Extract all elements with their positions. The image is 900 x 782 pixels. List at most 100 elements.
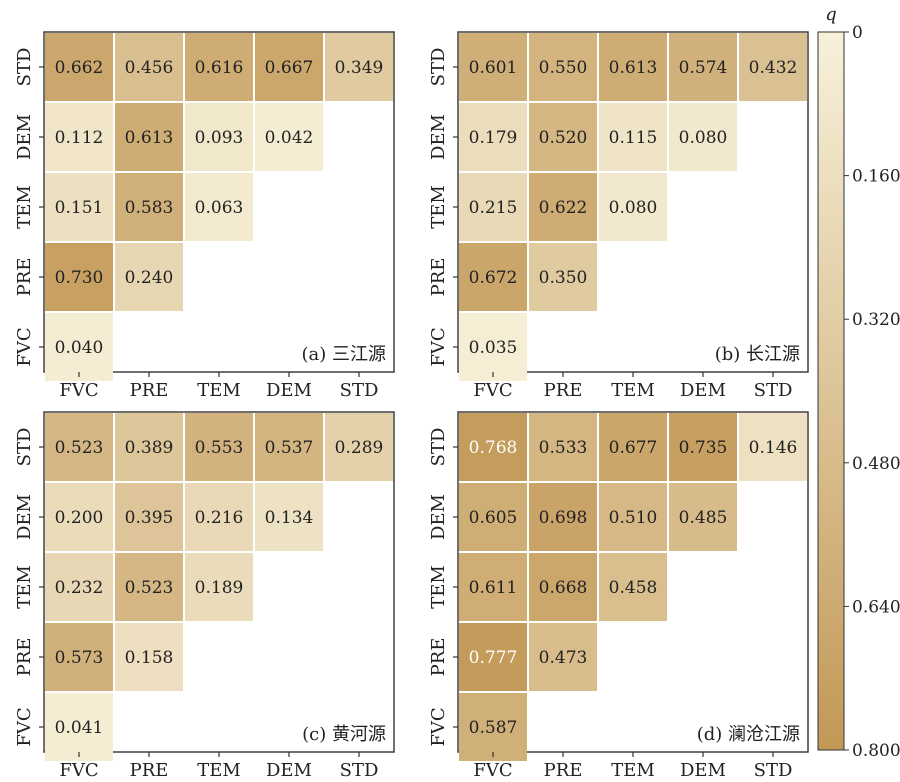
heatmap-cell — [459, 553, 527, 621]
y-tick-label: TEM — [428, 565, 449, 609]
cell-value-label: 0.601 — [469, 58, 518, 78]
cell-value-label: 0.698 — [539, 508, 588, 528]
heatmap-cell — [325, 33, 393, 101]
x-tick-label: PRE — [544, 380, 583, 401]
cell-value-label: 0.677 — [609, 438, 658, 458]
y-tick-label: PRE — [14, 638, 35, 677]
x-tick-label: FVC — [473, 760, 512, 781]
cell-value-label: 0.232 — [55, 578, 104, 598]
cell-value-label: 0.389 — [125, 438, 174, 458]
cell-value-label: 0.395 — [125, 508, 174, 528]
cell-value-label: 0.616 — [195, 58, 244, 78]
cell-value-label: 0.523 — [55, 438, 104, 458]
heatmap-cell — [45, 173, 113, 241]
colorbar-tick-label: 0.800 — [852, 741, 900, 761]
heatmap-cell — [669, 33, 737, 101]
heatmap-cell — [459, 313, 527, 381]
cell-value-label: 0.768 — [469, 438, 518, 458]
x-tick-label: PRE — [544, 760, 583, 781]
cell-value-label: 0.485 — [679, 508, 728, 528]
heatmap-cell — [255, 33, 323, 101]
cell-value-label: 0.189 — [195, 578, 244, 598]
heatmap-cell — [459, 413, 527, 481]
heatmap-cell — [115, 413, 183, 481]
y-tick-label: PRE — [428, 638, 449, 677]
cell-value-label: 0.146 — [749, 438, 798, 458]
y-tick-label: FVC — [14, 327, 35, 366]
heatmap-cell — [255, 103, 323, 171]
cell-value-label: 0.458 — [609, 578, 658, 598]
x-tick-label: STD — [754, 380, 793, 401]
heatmap-cell — [599, 103, 667, 171]
cell-value-label: 0.735 — [679, 438, 728, 458]
x-tick-label: TEM — [611, 760, 655, 781]
cell-value-label: 0.667 — [265, 58, 314, 78]
heatmap-cell — [185, 173, 253, 241]
heatmap-cell — [599, 413, 667, 481]
colorbar-tick-label: 0.640 — [852, 597, 900, 617]
cell-value-label: 0.115 — [609, 128, 658, 148]
panel-4: 0.587 0.777 0.473 0.611 0.668 0.458 0.605 0.698… — [428, 411, 809, 781]
heatmap-cell — [255, 483, 323, 551]
x-tick-label: FVC — [59, 380, 98, 401]
heatmap-cell — [529, 103, 597, 171]
heatmap-cell — [459, 173, 527, 241]
cell-value-label: 0.200 — [55, 508, 104, 528]
y-tick-label: STD — [14, 428, 35, 467]
cell-value-label: 0.080 — [679, 128, 728, 148]
heatmap-cell — [599, 33, 667, 101]
panel-label: (b) 长江源 — [715, 344, 800, 365]
y-tick-label: STD — [428, 48, 449, 87]
y-tick-label: DEM — [14, 114, 35, 160]
cell-value-label: 0.350 — [539, 268, 588, 288]
heatmap-cell — [45, 483, 113, 551]
y-tick-label: TEM — [428, 185, 449, 229]
heatmap-cell — [459, 693, 527, 761]
x-tick-label: DEM — [266, 760, 312, 781]
y-tick-label: TEM — [14, 185, 35, 229]
heatmap-cell — [529, 553, 597, 621]
colorbar-gradient — [817, 31, 845, 751]
heatmap-cell — [325, 413, 393, 481]
panel-3: 0.041 0.573 0.158 0.232 0.523 0.189 0.200 0.395… — [14, 411, 395, 781]
cell-value-label: 0.349 — [335, 58, 384, 78]
cell-value-label: 0.574 — [679, 58, 728, 78]
cell-value-label: 0.093 — [195, 128, 244, 148]
cell-value-label: 0.587 — [469, 718, 518, 738]
x-tick-label: DEM — [266, 380, 312, 401]
heatmap-cell — [459, 103, 527, 171]
cell-value-label: 0.611 — [469, 578, 518, 598]
heatmap-cell — [115, 103, 183, 171]
colorbar-title: q — [825, 4, 837, 25]
heatmap-cell — [255, 413, 323, 481]
heatmap-cell — [45, 243, 113, 311]
heatmap-cell — [115, 33, 183, 101]
heatmap-cell — [459, 623, 527, 691]
x-tick-label: STD — [754, 760, 793, 781]
y-tick-label: FVC — [428, 707, 449, 746]
cell-value-label: 0.523 — [125, 578, 174, 598]
heatmap-cell — [185, 413, 253, 481]
cell-value-label: 0.041 — [55, 718, 104, 738]
y-tick-label: DEM — [428, 494, 449, 540]
heatmap-cell — [529, 413, 597, 481]
cell-value-label: 0.432 — [749, 58, 798, 78]
y-tick-label: PRE — [428, 258, 449, 297]
heatmap-cell — [45, 413, 113, 481]
heatmap-cell — [115, 173, 183, 241]
cell-value-label: 0.151 — [55, 198, 104, 218]
y-tick-label: FVC — [428, 327, 449, 366]
cell-value-label: 0.035 — [469, 338, 518, 358]
x-tick-label: FVC — [473, 380, 512, 401]
heatmap-cell — [185, 33, 253, 101]
cell-value-label: 0.215 — [469, 198, 518, 218]
cell-value-label: 0.289 — [335, 438, 384, 458]
heatmap-cell — [669, 413, 737, 481]
panel-1: 0.040 0.730 0.240 0.151 0.583 0.063 0.112 0.613… — [14, 31, 395, 401]
x-tick-label: DEM — [680, 760, 726, 781]
heatmap-cell — [459, 243, 527, 311]
heatmap-cell — [45, 313, 113, 381]
cell-value-label: 0.473 — [539, 648, 588, 668]
heatmap-cell — [529, 33, 597, 101]
